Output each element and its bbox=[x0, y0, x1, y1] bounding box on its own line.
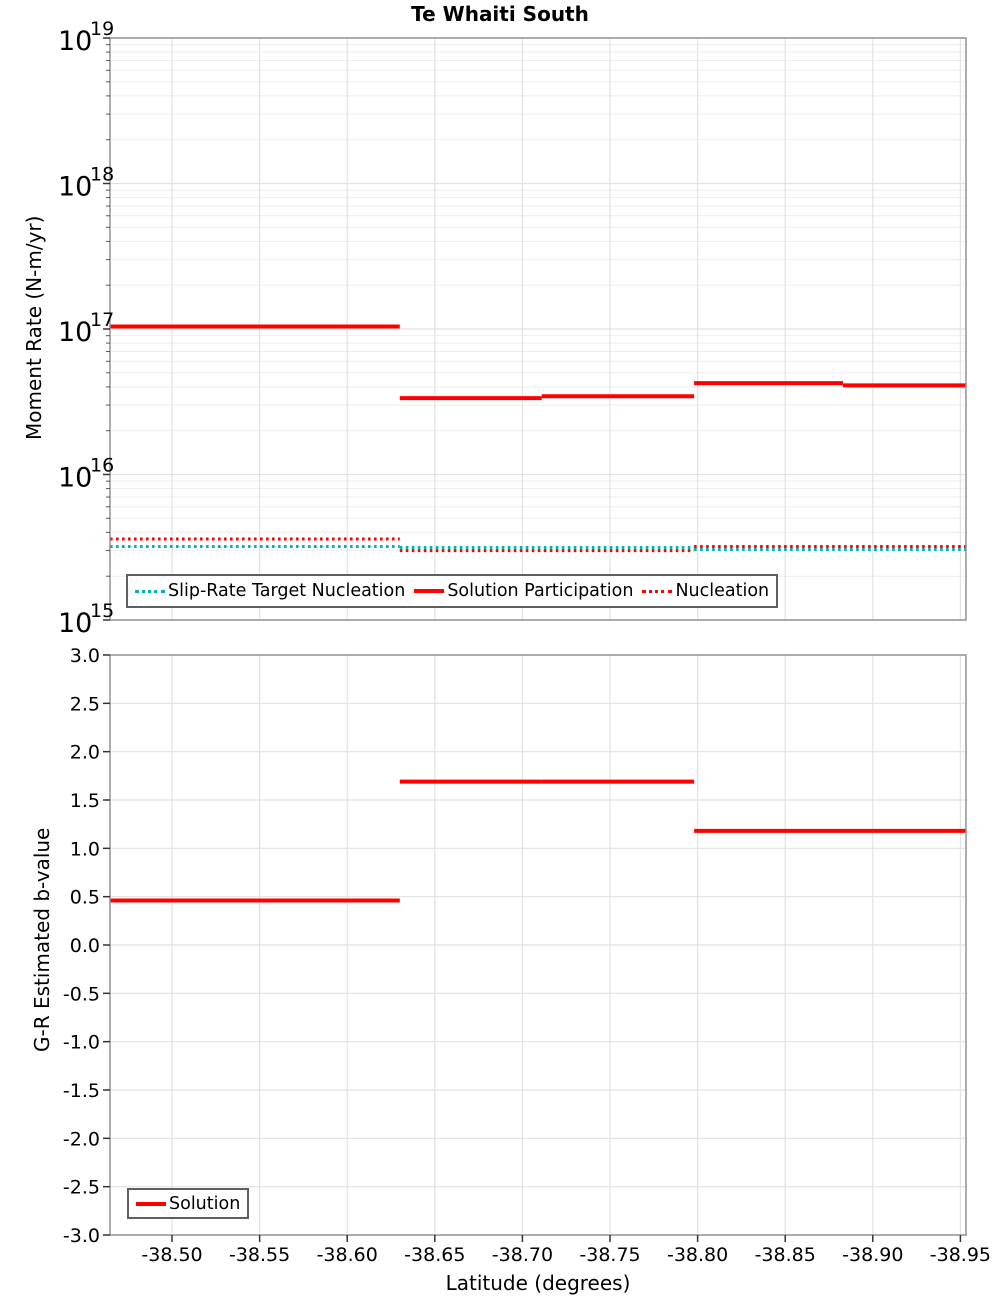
legend-entry-solution: Solution bbox=[136, 1194, 240, 1214]
y-tick-label: -1.0 bbox=[63, 1032, 100, 1054]
x-tick-label: -38.60 bbox=[317, 1244, 378, 1266]
y-axis-label-moment-rate: Moment Rate (N-m/yr) bbox=[22, 215, 46, 440]
legend-line-sample bbox=[135, 589, 165, 593]
y-tick-label: -1.5 bbox=[63, 1080, 100, 1102]
y-tick-exponent: 19 bbox=[90, 18, 114, 40]
y-tick-label: 0.5 bbox=[70, 887, 100, 909]
y-tick-label: 10 bbox=[58, 608, 92, 639]
legend-line-sample bbox=[642, 589, 673, 593]
x-tick-label: -38.95 bbox=[930, 1244, 991, 1266]
y-tick-label: 10 bbox=[58, 317, 92, 348]
y-tick-label: -2.5 bbox=[63, 1177, 100, 1199]
y-tick-label: 1.5 bbox=[70, 790, 100, 812]
x-tick-label: -38.90 bbox=[842, 1244, 903, 1266]
y-tick-label: 10 bbox=[58, 172, 92, 203]
y-tick-label: 1.0 bbox=[70, 838, 100, 860]
legend-label: Nucleation bbox=[675, 581, 770, 601]
y-tick-label: -3.0 bbox=[63, 1225, 100, 1247]
x-tick-label: -38.70 bbox=[492, 1244, 553, 1266]
x-tick-label: -38.75 bbox=[579, 1244, 640, 1266]
y-tick-label: 10 bbox=[58, 26, 92, 57]
legend-label: Solution bbox=[169, 1193, 241, 1214]
legend-line-sample bbox=[136, 1201, 166, 1206]
y-tick-label: -0.5 bbox=[63, 983, 100, 1005]
y-axis-label-b-value: G-R Estimated b-value bbox=[30, 827, 54, 1052]
chart-title: Te Whaiti South bbox=[411, 2, 589, 26]
legend-entry-solution-participation: Solution Participation bbox=[414, 581, 633, 601]
legend-line-sample bbox=[414, 589, 445, 593]
y-tick-label: 2.0 bbox=[70, 742, 100, 764]
y-tick-label: -2.0 bbox=[63, 1128, 100, 1150]
y-tick-label: 0.0 bbox=[70, 935, 100, 957]
legend-b-value: Solution bbox=[127, 1188, 250, 1219]
legend-entry-slip-rate-target-nucleation: Slip-Rate Target Nucleation bbox=[135, 581, 405, 601]
y-tick-label: 10 bbox=[58, 463, 92, 494]
legend-label: Slip-Rate Target Nucleation bbox=[168, 581, 406, 601]
x-tick-label: -38.85 bbox=[755, 1244, 816, 1266]
x-tick-label: -38.55 bbox=[229, 1244, 290, 1266]
x-tick-label: -38.80 bbox=[667, 1244, 728, 1266]
y-tick-label: 3.0 bbox=[70, 645, 100, 667]
x-axis-label: Latitude (degrees) bbox=[445, 1271, 631, 1295]
y-tick-exponent: 18 bbox=[90, 164, 114, 186]
y-tick-label: 2.5 bbox=[70, 693, 100, 715]
x-tick-label: -38.65 bbox=[404, 1244, 465, 1266]
legend-label: Solution Participation bbox=[447, 581, 634, 601]
x-tick-label: -38.50 bbox=[141, 1244, 202, 1266]
legend-entry-nucleation: Nucleation bbox=[642, 581, 769, 601]
y-tick-exponent: 15 bbox=[90, 600, 114, 622]
y-tick-exponent: 16 bbox=[90, 455, 114, 477]
y-tick-exponent: 17 bbox=[90, 309, 114, 331]
legend-moment-rate: Slip-Rate Target Nucleation Solution Part… bbox=[126, 574, 779, 608]
